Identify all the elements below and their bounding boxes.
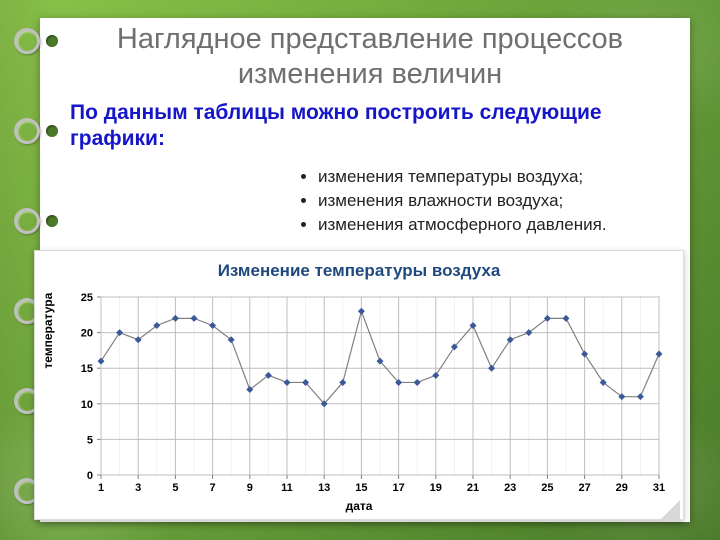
- svg-text:21: 21: [467, 482, 479, 494]
- svg-text:25: 25: [541, 482, 553, 494]
- page-fold-icon: [658, 500, 680, 522]
- slide-root: Наглядное представление процессов измене…: [0, 0, 720, 540]
- svg-text:31: 31: [653, 482, 665, 494]
- chart-title: Изменение температуры воздуха: [35, 251, 683, 287]
- svg-text:0: 0: [87, 470, 93, 482]
- svg-text:23: 23: [504, 482, 516, 494]
- svg-text:20: 20: [81, 328, 93, 340]
- svg-text:17: 17: [392, 482, 404, 494]
- bullet-item: изменения температуры воздуха;: [318, 165, 680, 189]
- temperature-chart: 0510152025135791113151719212325272931: [45, 289, 673, 509]
- svg-text:3: 3: [135, 482, 141, 494]
- bullet-item: изменения влажности воздуха;: [318, 189, 680, 213]
- y-axis-label: температура: [41, 293, 55, 369]
- chart-area: 0510152025135791113151719212325272931 те…: [45, 289, 673, 509]
- svg-text:13: 13: [318, 482, 330, 494]
- svg-text:9: 9: [247, 482, 253, 494]
- svg-text:5: 5: [172, 482, 178, 494]
- svg-text:5: 5: [87, 434, 93, 446]
- svg-text:1: 1: [98, 482, 104, 494]
- svg-text:19: 19: [430, 482, 442, 494]
- bullet-item: изменения атмосферного давления.: [318, 213, 680, 237]
- svg-text:15: 15: [355, 482, 367, 494]
- slide-subtitle: По данным таблицы можно построить следую…: [70, 100, 630, 153]
- slide-title: Наглядное представление процессов измене…: [60, 22, 680, 92]
- svg-text:7: 7: [210, 482, 216, 494]
- svg-text:15: 15: [81, 363, 93, 375]
- chart-card: Изменение температуры воздуха 0510152025…: [34, 250, 684, 520]
- bullet-list: изменения температуры воздуха; изменения…: [300, 165, 680, 236]
- svg-text:25: 25: [81, 292, 93, 304]
- svg-text:29: 29: [616, 482, 628, 494]
- x-axis-label: дата: [346, 499, 373, 513]
- svg-text:10: 10: [81, 399, 93, 411]
- svg-text:27: 27: [578, 482, 590, 494]
- svg-text:11: 11: [281, 482, 293, 494]
